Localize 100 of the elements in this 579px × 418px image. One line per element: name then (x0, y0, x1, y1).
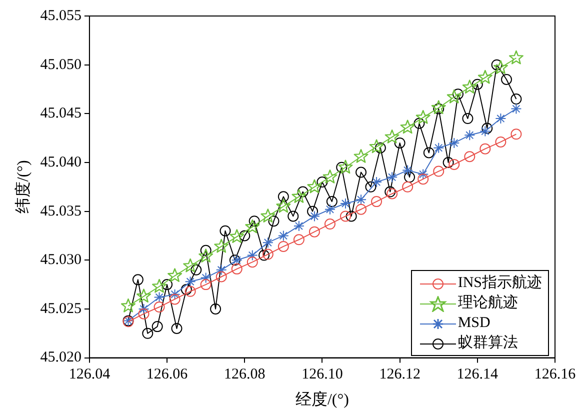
point (493, 60, 508, 74)
point (154, 302, 165, 313)
y-tick-label: 45.055 (40, 8, 82, 24)
point (324, 204, 336, 215)
point (184, 286, 196, 297)
point (154, 292, 165, 303)
point (508, 50, 524, 64)
point (292, 189, 306, 203)
point (480, 143, 491, 154)
x-axis-title: 经度/(°) (295, 390, 349, 409)
point (216, 264, 227, 276)
x-tick-label: 126.06 (146, 366, 188, 383)
point (316, 176, 328, 188)
point (152, 278, 167, 293)
point (245, 219, 260, 234)
point (402, 181, 414, 192)
x-tick-label: 126.14 (456, 366, 499, 383)
y-tick-label: 45.025 (40, 300, 82, 317)
point (278, 230, 289, 242)
point (324, 218, 336, 230)
point (478, 70, 492, 84)
point (354, 149, 368, 163)
point (169, 288, 180, 300)
point (231, 263, 242, 274)
point (138, 308, 150, 320)
point (288, 210, 299, 222)
point (293, 220, 304, 232)
point (472, 78, 483, 90)
point (365, 181, 376, 192)
point (276, 198, 291, 213)
y-tick-label: 45.030 (40, 252, 82, 268)
point (356, 166, 367, 178)
point (162, 279, 173, 290)
point (340, 198, 352, 209)
legend-label: MSD (458, 315, 490, 331)
point (200, 279, 212, 290)
x-tick-label: 126.16 (534, 366, 576, 383)
point (418, 174, 429, 185)
point (356, 194, 367, 206)
point (184, 276, 196, 288)
point (414, 118, 425, 129)
point (239, 230, 250, 242)
y-tick-label: 45.045 (40, 106, 82, 122)
x-tick-label: 126.12 (379, 366, 420, 383)
point (423, 147, 434, 158)
point (418, 168, 429, 180)
point (180, 284, 192, 295)
point (262, 248, 274, 260)
point (340, 210, 352, 222)
point (462, 113, 474, 124)
point (326, 196, 338, 208)
point (464, 130, 476, 141)
point (464, 151, 476, 162)
point (142, 328, 154, 339)
point (198, 248, 214, 262)
point (510, 94, 522, 105)
point (258, 250, 270, 261)
point (171, 323, 182, 334)
point (416, 110, 430, 124)
point (307, 206, 318, 217)
point (495, 113, 506, 124)
point (371, 196, 382, 208)
point (278, 240, 289, 252)
point (132, 274, 144, 286)
point (482, 122, 493, 134)
point (322, 170, 338, 184)
point (200, 272, 212, 284)
point (448, 137, 460, 148)
point (462, 80, 477, 94)
point (448, 158, 460, 170)
point (431, 100, 446, 114)
point (510, 128, 522, 140)
x-tick-label: 126.10 (302, 366, 343, 383)
point (510, 103, 522, 114)
point (386, 172, 398, 183)
point (169, 294, 180, 305)
point (214, 238, 229, 253)
point (501, 74, 512, 85)
point (480, 126, 491, 137)
point (400, 120, 415, 134)
point (402, 164, 414, 176)
point (138, 303, 150, 314)
point (216, 271, 227, 282)
point (152, 321, 163, 332)
point (446, 89, 462, 104)
point (442, 156, 454, 168)
legend-label: INS指示航迹 (458, 275, 542, 291)
x-tick-label: 126.08 (224, 366, 266, 383)
point (433, 142, 444, 154)
point (293, 234, 304, 246)
point (260, 208, 276, 222)
point (346, 210, 357, 222)
point (369, 139, 384, 154)
point (433, 166, 444, 177)
point (338, 160, 353, 174)
point (356, 204, 367, 215)
point (120, 298, 136, 312)
point (183, 258, 198, 272)
point (308, 210, 320, 222)
point (404, 172, 416, 183)
